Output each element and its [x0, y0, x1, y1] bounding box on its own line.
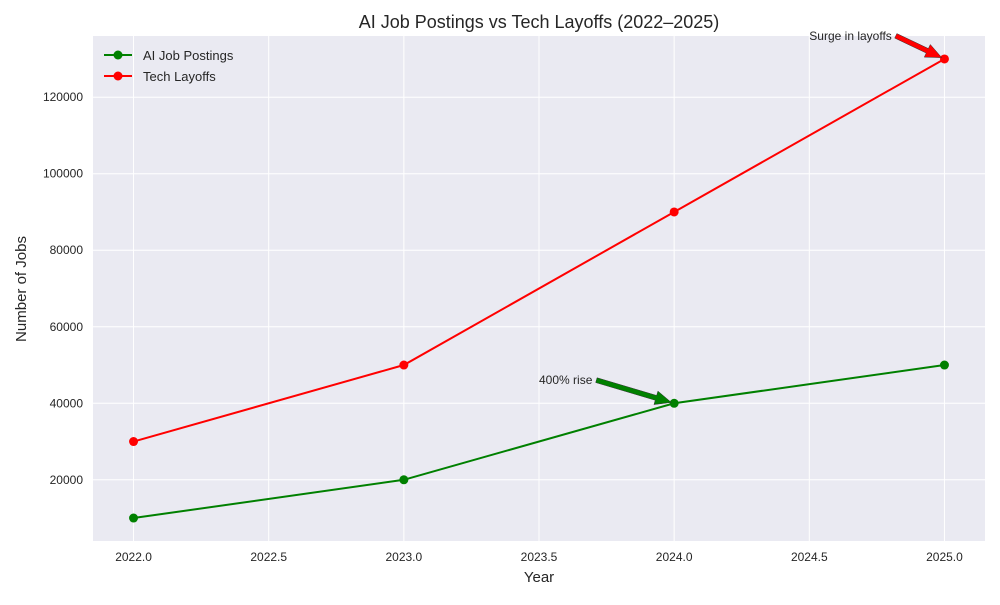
- annotation-text: Surge in layoffs: [809, 29, 892, 43]
- x-axis-label: Year: [524, 569, 554, 586]
- y-tick-label: 80000: [50, 243, 84, 257]
- legend-marker-tech-layoffs: [113, 71, 123, 81]
- legend: AI Job Postings Tech Layoffs: [104, 48, 234, 84]
- x-tick-label: 2024.0: [656, 550, 693, 564]
- data-point-ai-job-postings: [939, 360, 949, 370]
- y-tick-label: 100000: [43, 167, 83, 181]
- y-tick-label: 120000: [43, 90, 83, 104]
- x-tick-label: 2025.0: [926, 550, 963, 564]
- chart-title: AI Job Postings vs Tech Layoffs (2022–20…: [359, 12, 720, 32]
- y-tick-label: 60000: [50, 320, 84, 334]
- y-tick-label: 40000: [50, 396, 84, 410]
- series-line-tech-layoffs: [133, 58, 945, 443]
- legend-marker-ai-job-postings: [113, 50, 123, 60]
- data-point-ai-job-postings: [129, 513, 139, 523]
- x-axis: 2022.0 2022.5 2023.0 2023.5 2024.0 2024.5 2025…: [115, 550, 963, 564]
- legend-label-tech-layoffs: Tech Layoffs: [143, 69, 216, 84]
- x-tick-label: 2023.0: [385, 550, 422, 564]
- x-tick-label: 2023.5: [521, 550, 558, 564]
- series-lines: [129, 54, 949, 523]
- y-tick-label: 20000: [50, 473, 84, 487]
- legend-label-ai-job-postings: AI Job Postings: [143, 48, 234, 63]
- annotation-text: 400% rise: [539, 373, 593, 387]
- x-tick-label: 2022.5: [250, 550, 287, 564]
- annotation-arrow: [595, 377, 672, 405]
- data-point-tech-layoffs: [669, 207, 679, 217]
- x-tick-label: 2024.5: [791, 550, 828, 564]
- annotation-arrow: [894, 33, 943, 58]
- grid: [93, 36, 985, 541]
- y-axis-label: Number of Jobs: [13, 236, 30, 342]
- x-tick-label: 2022.0: [115, 550, 152, 564]
- data-point-tech-layoffs: [129, 437, 139, 447]
- y-axis: 20000 40000 60000 80000 100000 120000: [43, 90, 83, 487]
- annotations: 400% rise Surge in layoffs: [539, 29, 943, 405]
- data-point-tech-layoffs: [399, 360, 409, 370]
- data-point-ai-job-postings: [399, 475, 409, 485]
- data-point-tech-layoffs: [939, 54, 949, 64]
- series-line-ai-job-postings: [133, 364, 945, 520]
- data-point-ai-job-postings: [669, 398, 679, 408]
